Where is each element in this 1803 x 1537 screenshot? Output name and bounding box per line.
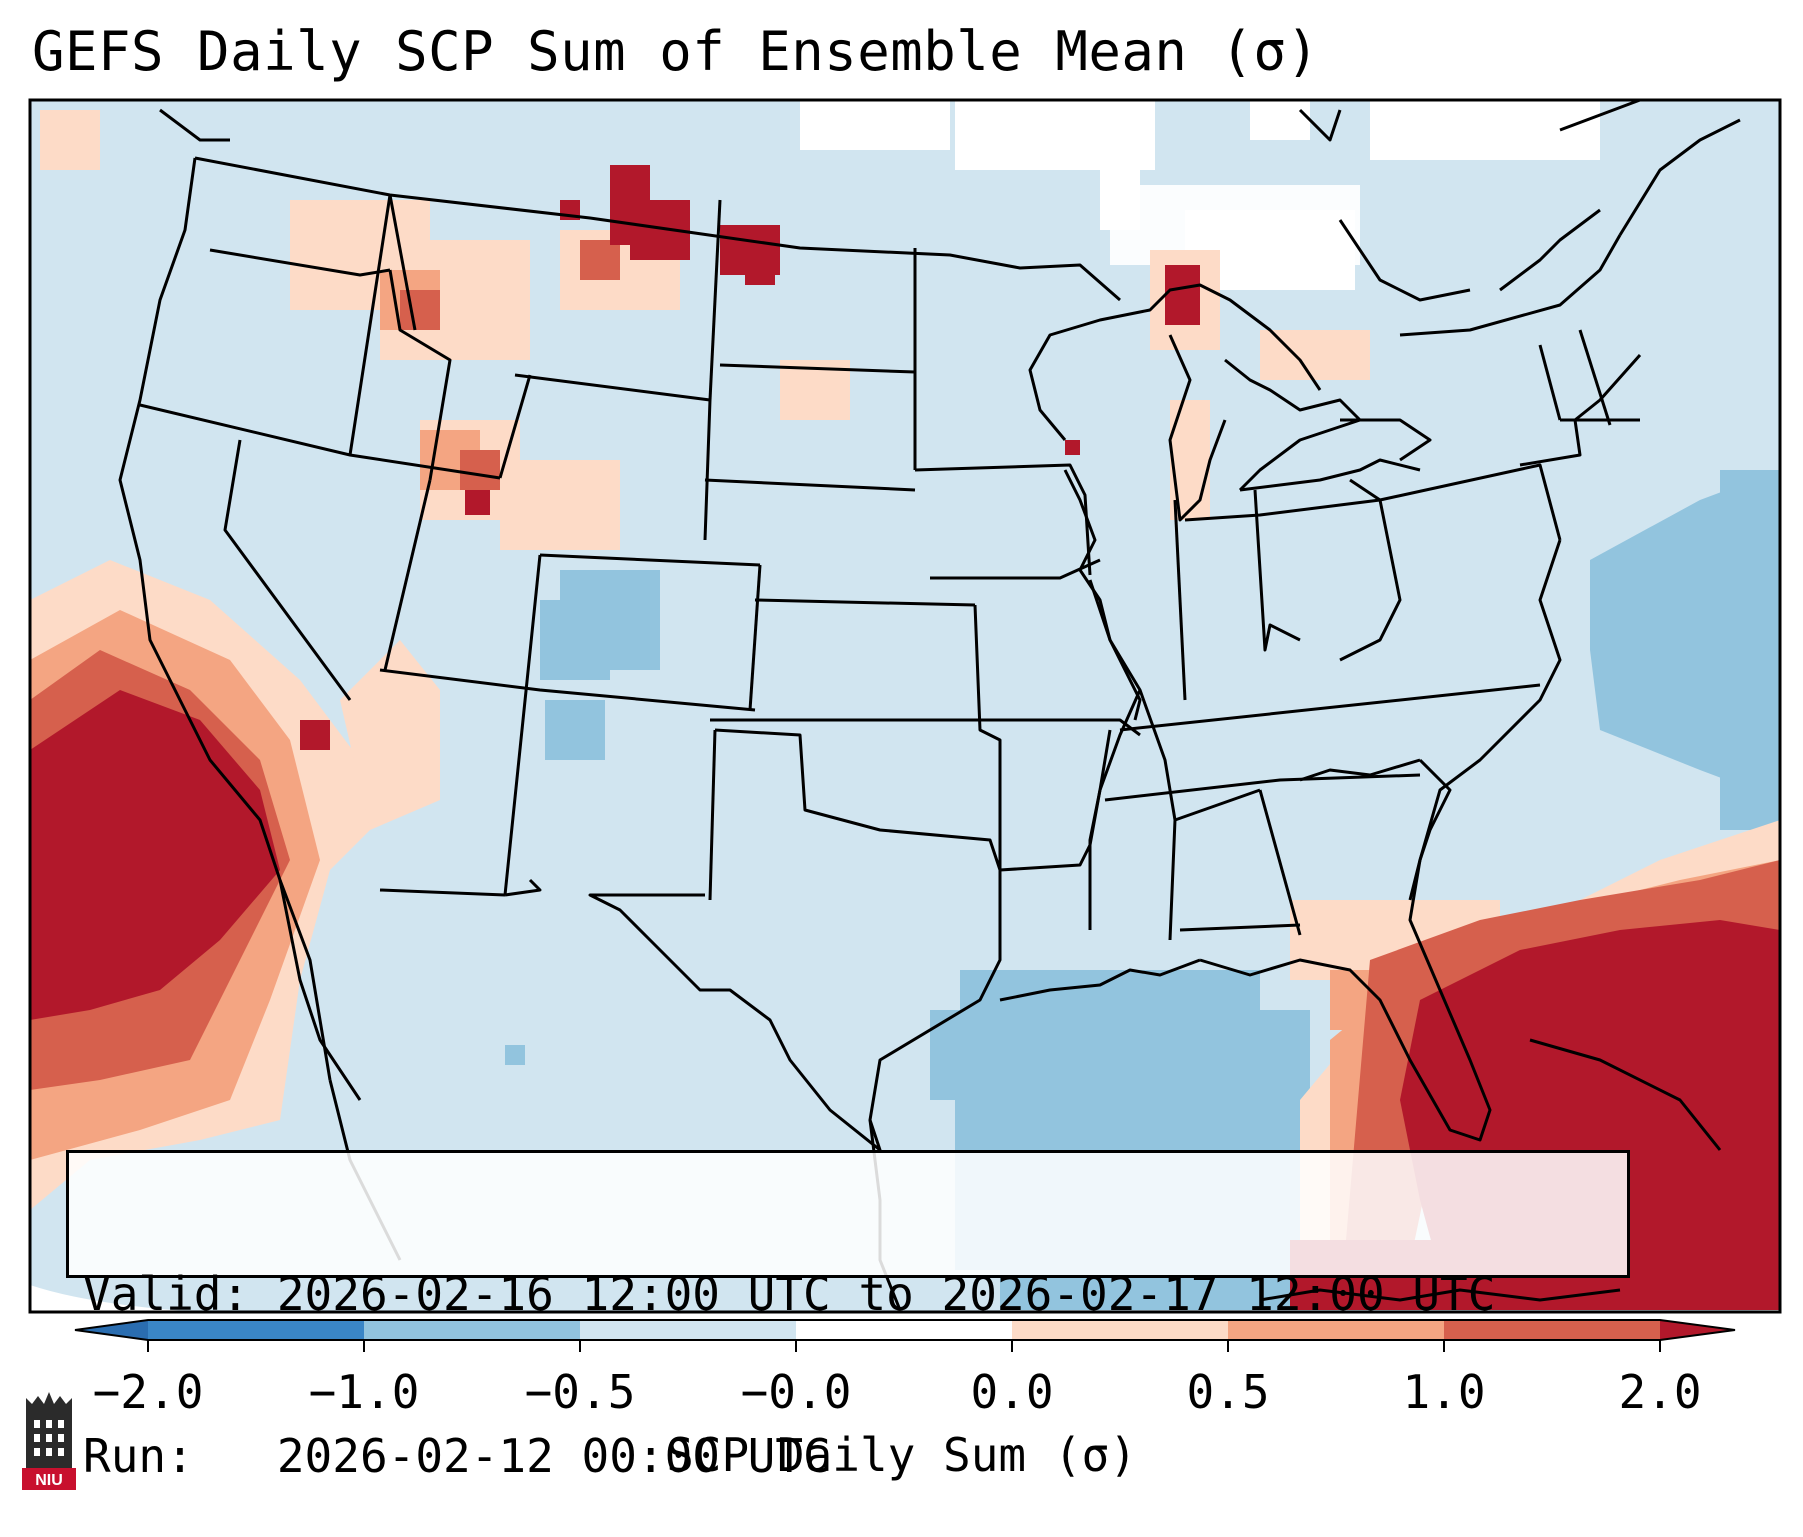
map-panel (28, 98, 1782, 1352)
colorbar-segment-7 (1444, 1320, 1660, 1340)
chart-title: GEFS Daily SCP Sum of Ensemble Mean (σ) (32, 20, 1320, 83)
colorbar-tick-label: −0.5 (524, 1365, 636, 1419)
colorbar-segment-1 (148, 1320, 364, 1340)
colorbar-tick-label: −2.0 (92, 1365, 204, 1419)
colorbar-tick-label: 1.0 (1402, 1365, 1486, 1419)
map-frame (28, 98, 1782, 1314)
university-tower-icon: NIU (22, 1392, 76, 1490)
colorbar-segment-3 (580, 1320, 796, 1340)
anomaly-field (30, 100, 1780, 1312)
colorbar (74, 1319, 1736, 1352)
run-time-text: Run: 2026-02-12 00:00 UTC (83, 1429, 831, 1483)
colorbar-label: SCP Daily Sum (σ) (666, 1428, 1137, 1482)
colorbar-tick-label: −1.0 (308, 1365, 420, 1419)
colorbar-segment-6 (1228, 1320, 1444, 1340)
colorbar-tick-label: 2.0 (1618, 1365, 1702, 1419)
neutral-patches (800, 100, 1600, 290)
colorbar-tick-label: 0.5 (1186, 1365, 1270, 1419)
colorbar-tick-labels: −2.0 −1.0 −0.5 −0.0 0.0 0.5 1.0 2.0 (0, 1365, 1803, 1425)
colorbar-tick-marks (147, 1340, 1661, 1352)
colorbar-segment-2 (364, 1320, 580, 1340)
colorbar-tick-label: 0.0 (970, 1365, 1054, 1419)
colorbar-segment-5 (1012, 1320, 1228, 1340)
logo-text: NIU (35, 1472, 63, 1489)
colorbar-extend-high (1660, 1320, 1735, 1340)
colorbar-extend-low (75, 1320, 148, 1340)
colorbar-segment-4 (796, 1320, 1012, 1340)
colorbar-tick-label: −0.0 (740, 1365, 852, 1419)
state-borders (118, 98, 1741, 1311)
valid-time-text: Valid: 2026-02-16 12:00 UTC to 2026-02-1… (83, 1267, 1496, 1321)
valid-run-infobox: Valid: 2026-02-16 12:00 UTC to 2026-02-1… (66, 1150, 1630, 1483)
